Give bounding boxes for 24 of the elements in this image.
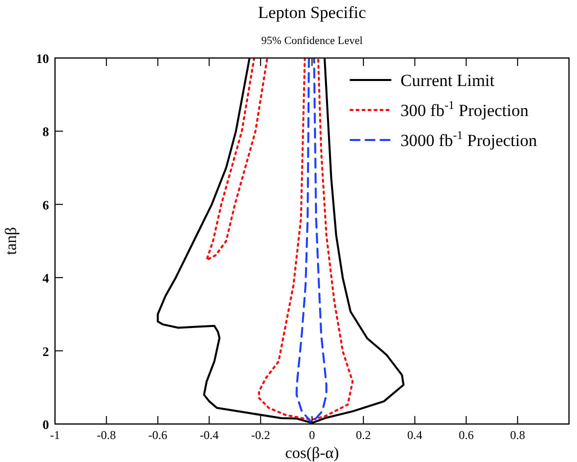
- legend-label: 3000 fb$^{-1}$ Projection: [400, 128, 538, 150]
- y-axis-title: tanβ: [3, 227, 20, 255]
- x-tick-label: -1: [50, 428, 60, 442]
- x-tick-label: -0.6: [148, 428, 168, 442]
- y-tick-label: 8: [42, 124, 50, 140]
- y-tick-label: 2: [42, 344, 49, 359]
- x-tick-label: 0: [309, 428, 315, 442]
- y-tick-label: 10: [36, 51, 49, 66]
- legend-label: Current Limit: [400, 71, 495, 90]
- legend-label: 300 fb$^{-1}$ Projection: [400, 98, 530, 120]
- y-tick-label: 0: [42, 417, 49, 432]
- x-tick-label: -0.4: [200, 428, 219, 442]
- line-series: [296, 58, 328, 424]
- y-tick-label: 6: [42, 197, 50, 212]
- x-tick-label: 0.8: [510, 428, 526, 442]
- chart-title: Lepton Specific: [258, 3, 366, 22]
- x-axis-title: cos(β-α): [285, 445, 339, 462]
- x-tick-label: -0.8: [96, 428, 116, 442]
- x-tick-label: 0.2: [356, 428, 371, 442]
- x-tick-label: 0.6: [458, 428, 474, 442]
- x-tick-label: -0.2: [251, 428, 270, 442]
- x-tick-label: 0.4: [407, 428, 422, 442]
- chart-subtitle: 95% Confidence Level: [261, 35, 363, 47]
- y-tick-label: 4: [42, 270, 50, 286]
